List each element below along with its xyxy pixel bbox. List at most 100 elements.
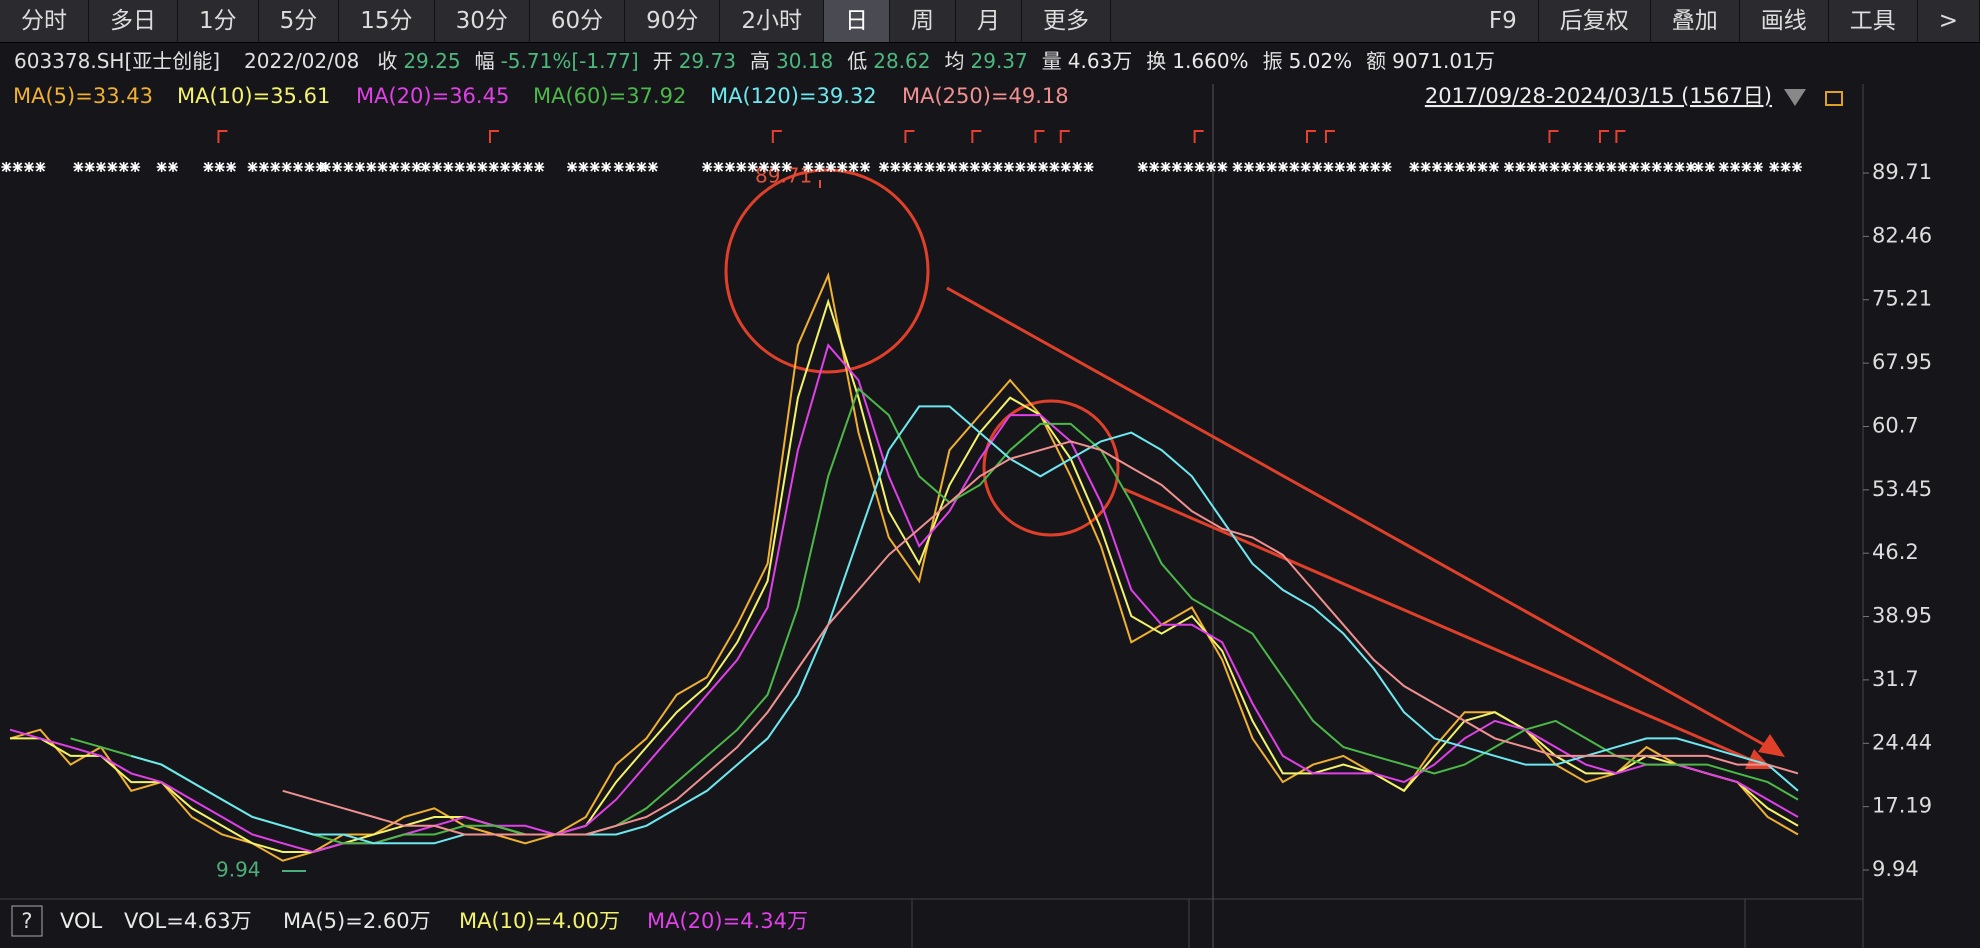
toolbar-button[interactable]: 1分: [178, 0, 259, 42]
arrow-head: [1758, 734, 1785, 757]
signal-star: [1038, 162, 1049, 172]
info-label: 振: [1262, 49, 1283, 73]
signal-star: [1504, 162, 1515, 172]
highlight-circle: [724, 168, 930, 374]
signal-star: [420, 162, 431, 172]
info-label: 低: [847, 49, 868, 73]
signal-star: [354, 162, 365, 172]
signal-star: [901, 162, 912, 172]
toolbar-button[interactable]: 2小时: [720, 0, 825, 42]
signal-star: [1255, 162, 1266, 172]
signal-star: [500, 162, 511, 172]
signal-star: [454, 162, 465, 172]
signal-star: [443, 162, 454, 172]
signal-star: [366, 162, 377, 172]
signal-star: [1526, 162, 1537, 172]
low-label: 9.94: [216, 858, 261, 882]
lock-icon[interactable]: [1825, 91, 1843, 106]
toolbar-button[interactable]: 更多: [1022, 0, 1112, 42]
signal-flag: [1059, 130, 1070, 143]
signal-star: [747, 162, 758, 172]
signal-star: [431, 162, 442, 172]
help-box[interactable]: [11, 905, 43, 937]
signal-flag: [1193, 130, 1204, 143]
toolbar-button[interactable]: 日: [824, 0, 891, 42]
signal-star: [981, 162, 992, 172]
signal-star: [969, 162, 980, 172]
toolbar-button[interactable]: 30分: [435, 0, 530, 42]
signal-star: [1443, 162, 1454, 172]
signal-star: [935, 162, 946, 172]
signal-star: [156, 162, 167, 172]
toolbar-button[interactable]: 叠加: [1651, 0, 1740, 42]
signal-star: [1015, 162, 1026, 172]
info-value: 9071.01万: [1392, 49, 1495, 73]
signal-star: [488, 162, 499, 172]
ma-line: [9, 271, 1799, 862]
signal-star: [1454, 162, 1465, 172]
info-value: 29.25: [403, 49, 461, 73]
signal-star: [1693, 162, 1704, 172]
signal-star: [1549, 162, 1560, 172]
signal-star: [913, 162, 924, 172]
signal-star: [758, 162, 769, 172]
info-label: 换: [1146, 49, 1167, 73]
signal-flag: [1548, 130, 1559, 143]
signal-flag: [1324, 130, 1335, 143]
signal-flag: [904, 130, 915, 143]
signal-star: [848, 162, 859, 172]
signal-star: [1466, 162, 1477, 172]
toolbar-button[interactable]: 多日: [89, 0, 178, 42]
y-tick-label: 17.19: [1872, 794, 1932, 818]
signal-star: [84, 162, 95, 172]
signal-star: [377, 162, 388, 172]
signal-star: [258, 162, 269, 172]
info-label: 均: [944, 49, 965, 73]
signal-star: [1685, 162, 1696, 172]
toolbar-button[interactable]: F9: [1468, 0, 1539, 42]
signal-flag: [1034, 130, 1045, 143]
toolbar-button[interactable]: 分时: [0, 0, 89, 42]
volume-label: VOL: [60, 909, 103, 933]
signal-star: [1194, 162, 1205, 172]
info-value: -5.71%[-1.77]: [500, 49, 639, 73]
signal-star: [1217, 162, 1228, 172]
signal-star: [781, 162, 792, 172]
toolbar-button[interactable]: 月: [956, 0, 1023, 42]
toolbar-button[interactable]: 周: [890, 0, 957, 42]
signal-star: [1323, 162, 1334, 172]
signal-star: [1003, 162, 1014, 172]
signal-star: [320, 162, 331, 172]
signal-star: [647, 162, 658, 172]
legend-entry: MA(250)=49.18: [902, 84, 1069, 108]
toolbar-button[interactable]: >: [1918, 0, 1980, 42]
dropdown-icon[interactable]: [1784, 89, 1806, 106]
signal-star: [567, 162, 578, 172]
signal-star: [724, 162, 735, 172]
info-label: 额: [1366, 49, 1387, 73]
signal-star: [1171, 162, 1182, 172]
info-label: 收: [377, 49, 398, 73]
signal-star: [466, 162, 477, 172]
toolbar-button[interactable]: 90分: [625, 0, 721, 42]
trend-arrow: [1123, 487, 1757, 764]
signal-star: [1289, 162, 1300, 172]
toolbar-button[interactable]: 后复权: [1539, 0, 1651, 42]
y-tick-label: 46.2: [1872, 540, 1919, 564]
signal-star: [1704, 162, 1715, 172]
toolbar-button[interactable]: 15分: [339, 0, 435, 42]
signal-star: [713, 162, 724, 172]
toolbar-button[interactable]: 工具: [1829, 0, 1918, 42]
info-label: 高: [749, 49, 770, 73]
y-tick-label: 9.94: [1872, 857, 1919, 881]
signal-star: [814, 162, 825, 172]
signal-star: [35, 162, 46, 172]
signal-flag: [1598, 130, 1609, 143]
toolbar-button[interactable]: 5分: [259, 0, 340, 42]
toolbar-button[interactable]: 画线: [1740, 0, 1829, 42]
signal-star: [1060, 162, 1071, 172]
signal-star: [1083, 162, 1094, 172]
signal-star: [803, 162, 814, 172]
toolbar-button[interactable]: 60分: [530, 0, 626, 42]
